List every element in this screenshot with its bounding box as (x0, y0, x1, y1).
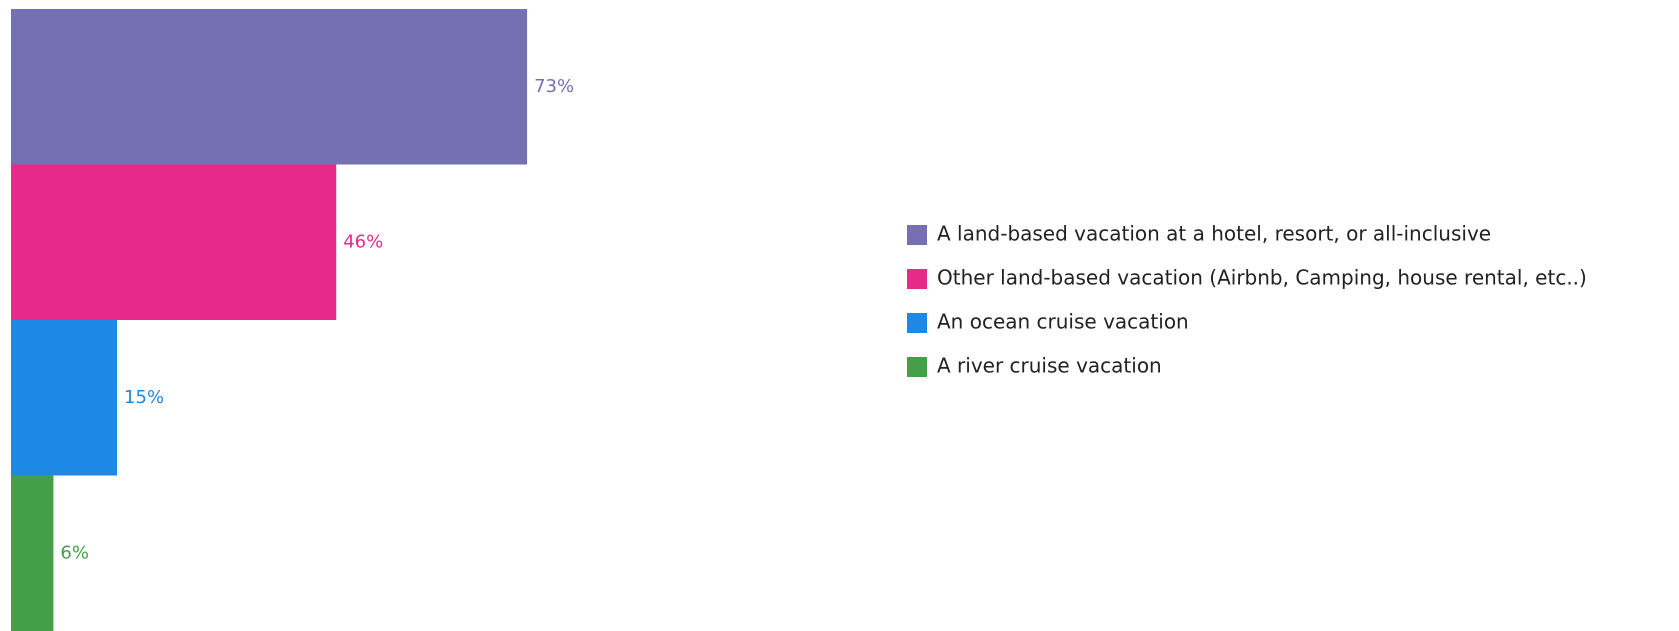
bar (11, 164, 337, 320)
legend-swatch (907, 269, 927, 289)
value-label: 15% (124, 387, 164, 408)
legend-swatch (907, 357, 927, 377)
bar (11, 9, 528, 165)
bar (11, 320, 118, 476)
legend-label: An ocean cruise vacation (937, 310, 1189, 334)
legend-label: Other land-based vacation (Airbnb, Campi… (937, 266, 1587, 290)
legend-label: A land-based vacation at a hotel, resort… (937, 222, 1491, 246)
legend-swatch (907, 313, 927, 333)
value-label: 6% (60, 542, 89, 563)
legend-swatch (907, 225, 927, 245)
legend-label: A river cruise vacation (937, 354, 1162, 378)
value-label: 73% (534, 76, 574, 97)
value-label: 46% (343, 231, 383, 252)
bar (11, 475, 54, 631)
